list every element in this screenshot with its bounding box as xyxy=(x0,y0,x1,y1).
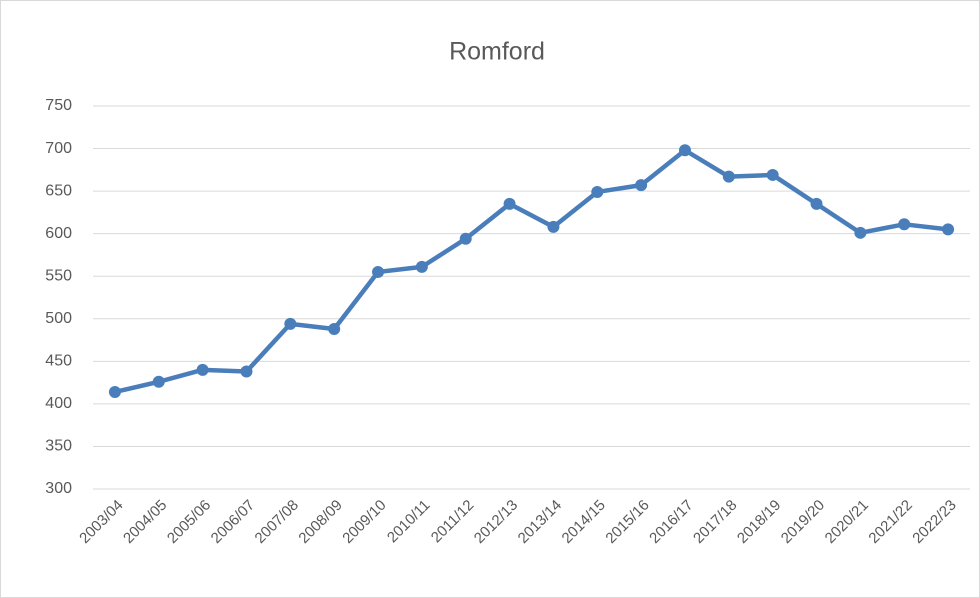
y-tick-label: 400 xyxy=(45,395,72,412)
point xyxy=(722,170,735,183)
point xyxy=(810,197,823,210)
y-tick-label: 700 xyxy=(45,140,72,157)
y-tick-label: 350 xyxy=(45,438,72,455)
point xyxy=(108,385,121,398)
point xyxy=(328,322,341,335)
y-tick-label: 500 xyxy=(45,310,72,327)
point xyxy=(942,223,955,236)
y-tick-label: 550 xyxy=(45,267,72,284)
chart-title: Romford xyxy=(449,38,545,66)
y-tick-label: 600 xyxy=(45,225,72,242)
point xyxy=(898,218,911,231)
y-tick-label: 450 xyxy=(45,353,72,370)
point xyxy=(284,317,297,330)
point xyxy=(415,260,428,273)
point xyxy=(591,185,604,198)
y-tick-label: 300 xyxy=(45,480,72,497)
point xyxy=(372,265,385,278)
point xyxy=(459,232,472,245)
y-tick-label: 650 xyxy=(45,182,72,199)
point xyxy=(196,363,209,376)
point xyxy=(152,375,165,388)
point xyxy=(635,179,648,192)
point xyxy=(766,168,779,181)
point xyxy=(240,365,253,378)
point xyxy=(678,144,691,157)
point xyxy=(503,197,516,210)
series-line xyxy=(114,148,949,395)
point xyxy=(854,226,867,239)
y-tick-label: 750 xyxy=(45,97,72,114)
point xyxy=(547,220,560,233)
